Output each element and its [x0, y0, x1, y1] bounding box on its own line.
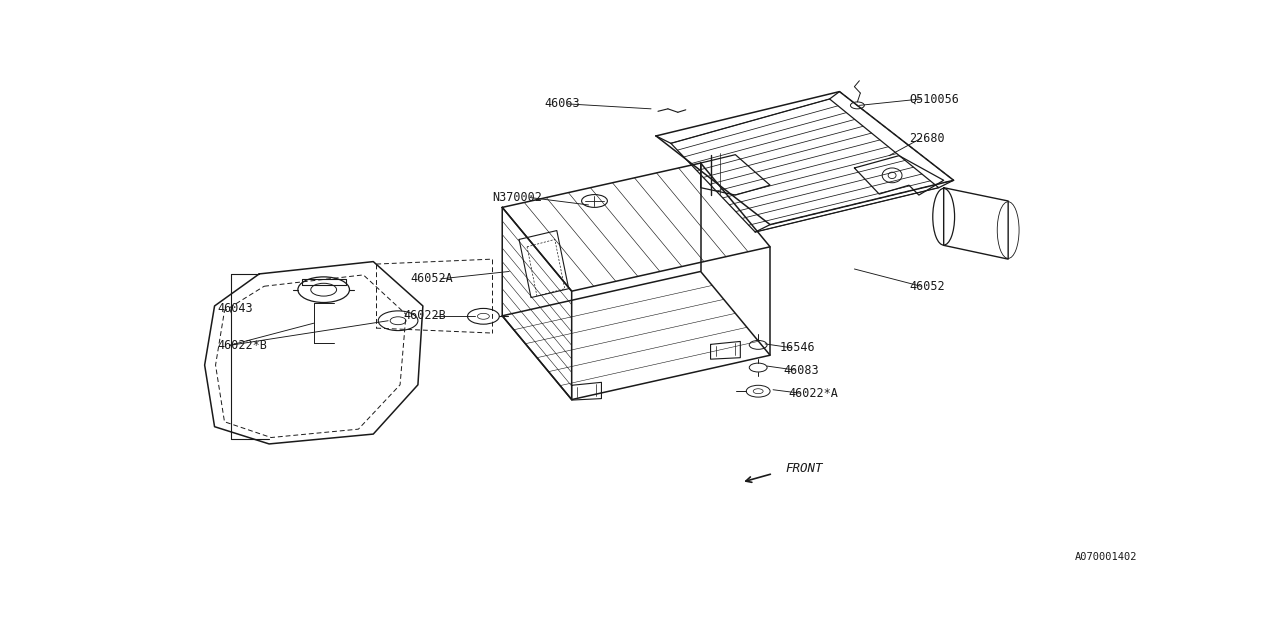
- Text: 46052A: 46052A: [410, 273, 453, 285]
- Text: 22680: 22680: [909, 132, 945, 145]
- Text: 46052: 46052: [909, 280, 945, 292]
- Text: 46063: 46063: [544, 97, 580, 111]
- Text: 16546: 16546: [780, 341, 815, 355]
- Text: 46022B: 46022B: [403, 309, 445, 323]
- Text: N370002: N370002: [492, 191, 541, 204]
- Text: 46022*A: 46022*A: [788, 387, 838, 399]
- Text: Q510056: Q510056: [909, 92, 959, 106]
- Text: A070001402: A070001402: [1075, 552, 1137, 563]
- Text: 46043: 46043: [218, 302, 253, 315]
- Text: FRONT: FRONT: [785, 462, 823, 475]
- Text: 46022*B: 46022*B: [218, 339, 268, 352]
- Text: 46083: 46083: [783, 364, 819, 376]
